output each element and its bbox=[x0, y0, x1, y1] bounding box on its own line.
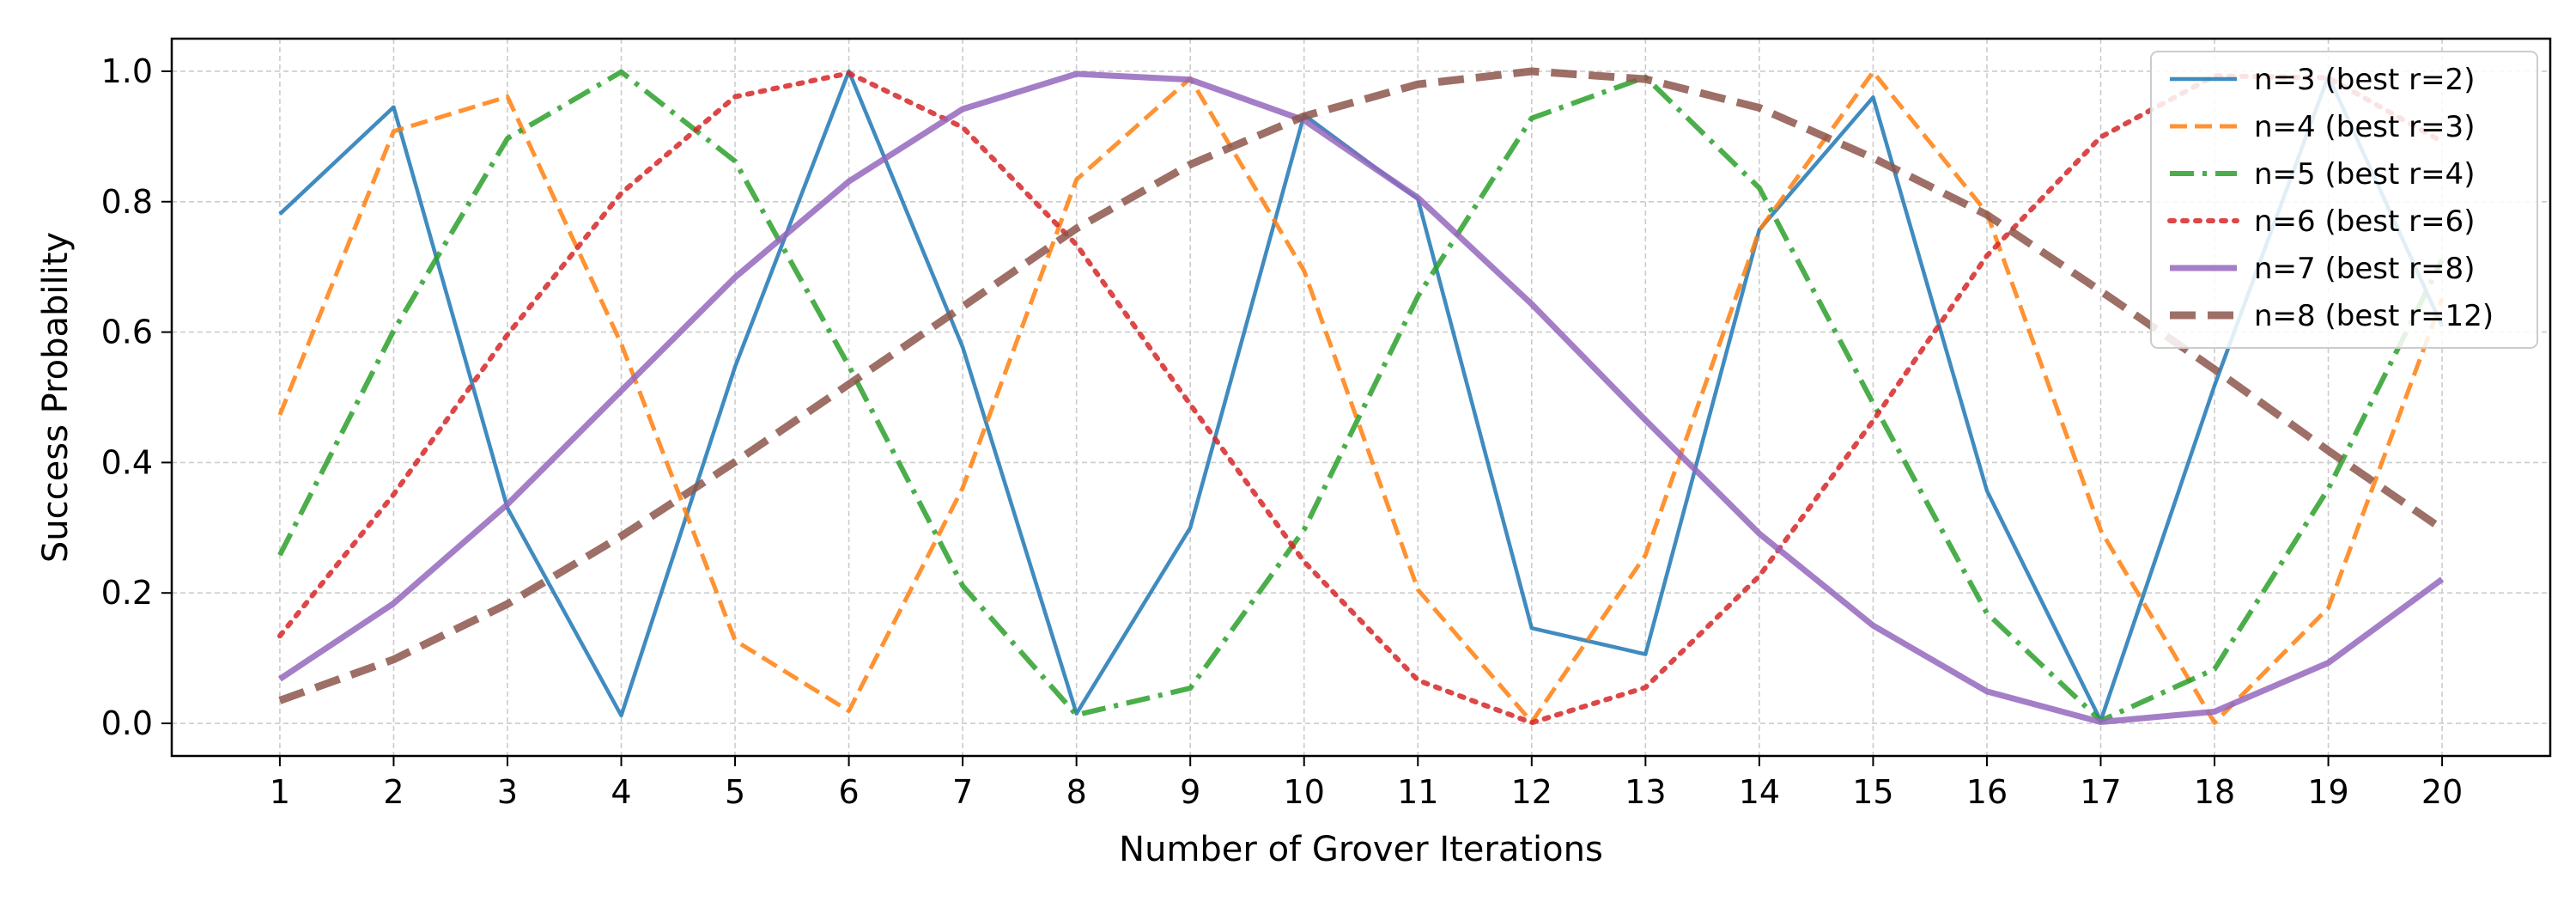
x-tick-label: 14 bbox=[1739, 773, 1780, 811]
x-tick-label: 20 bbox=[2421, 773, 2463, 811]
x-tick-label: 16 bbox=[1966, 773, 2008, 811]
legend-label: n=6 (best r=6) bbox=[2254, 204, 2475, 239]
legend-label: n=3 (best r=2) bbox=[2254, 63, 2475, 97]
y-tick-label: 1.0 bbox=[101, 52, 153, 90]
axis-ticks: 1 2 3 4 5 6 7 8 9 10 11 12 13 14 15 16 17 18 19 200.00.20.4… bbox=[101, 52, 2464, 811]
x-tick-label: 5 bbox=[725, 773, 745, 811]
legend-label: n=4 (best r=3) bbox=[2254, 110, 2475, 144]
x-tick-label: 15 bbox=[1852, 773, 1893, 811]
y-tick-label: 0.2 bbox=[101, 574, 153, 612]
plot-frame bbox=[170, 37, 2552, 758]
x-tick-label: 11 bbox=[1397, 773, 1438, 811]
x-tick-label: 18 bbox=[2194, 773, 2235, 811]
legend-label: n=7 (best r=8) bbox=[2254, 252, 2475, 286]
x-tick-label: 4 bbox=[611, 773, 631, 811]
x-tick-label: 13 bbox=[1625, 773, 1666, 811]
series-line bbox=[276, 70, 2445, 726]
x-tick-label: 19 bbox=[2307, 773, 2348, 811]
y-tick-label: 0.6 bbox=[101, 314, 153, 351]
legend-box bbox=[2150, 51, 2538, 349]
series-lines bbox=[276, 67, 2445, 726]
series-line bbox=[278, 67, 2445, 704]
series-line bbox=[277, 70, 2445, 725]
x-tick-label: 12 bbox=[1511, 773, 1552, 811]
x-tick-label: 10 bbox=[1284, 773, 1325, 811]
x-tick-label: 1 bbox=[270, 773, 290, 811]
series-line bbox=[277, 70, 2445, 725]
x-tick-label: 17 bbox=[2080, 773, 2121, 811]
x-tick-label: 9 bbox=[1180, 773, 1200, 811]
y-tick-label: 0.8 bbox=[101, 183, 153, 221]
x-tick-label: 3 bbox=[497, 773, 518, 811]
legend-label: n=8 (best r=12) bbox=[2254, 299, 2494, 333]
x-tick-label: 7 bbox=[952, 773, 973, 811]
legend: n=3 (best r=2) n=4 (best r=3) n=5 (best r=… bbox=[2150, 51, 2538, 349]
x-tick-label: 8 bbox=[1066, 773, 1087, 811]
x-axis-label: Number of Grover Iterations bbox=[1119, 830, 1603, 869]
x-tick-label: 2 bbox=[383, 773, 404, 811]
x-tick-label: 6 bbox=[838, 773, 859, 811]
legend-label: n=5 (best r=4) bbox=[2254, 157, 2475, 192]
y-axis-label: Success Probability bbox=[36, 232, 76, 563]
y-tick-label: 0.0 bbox=[101, 704, 153, 742]
y-tick-label: 0.4 bbox=[101, 443, 153, 481]
